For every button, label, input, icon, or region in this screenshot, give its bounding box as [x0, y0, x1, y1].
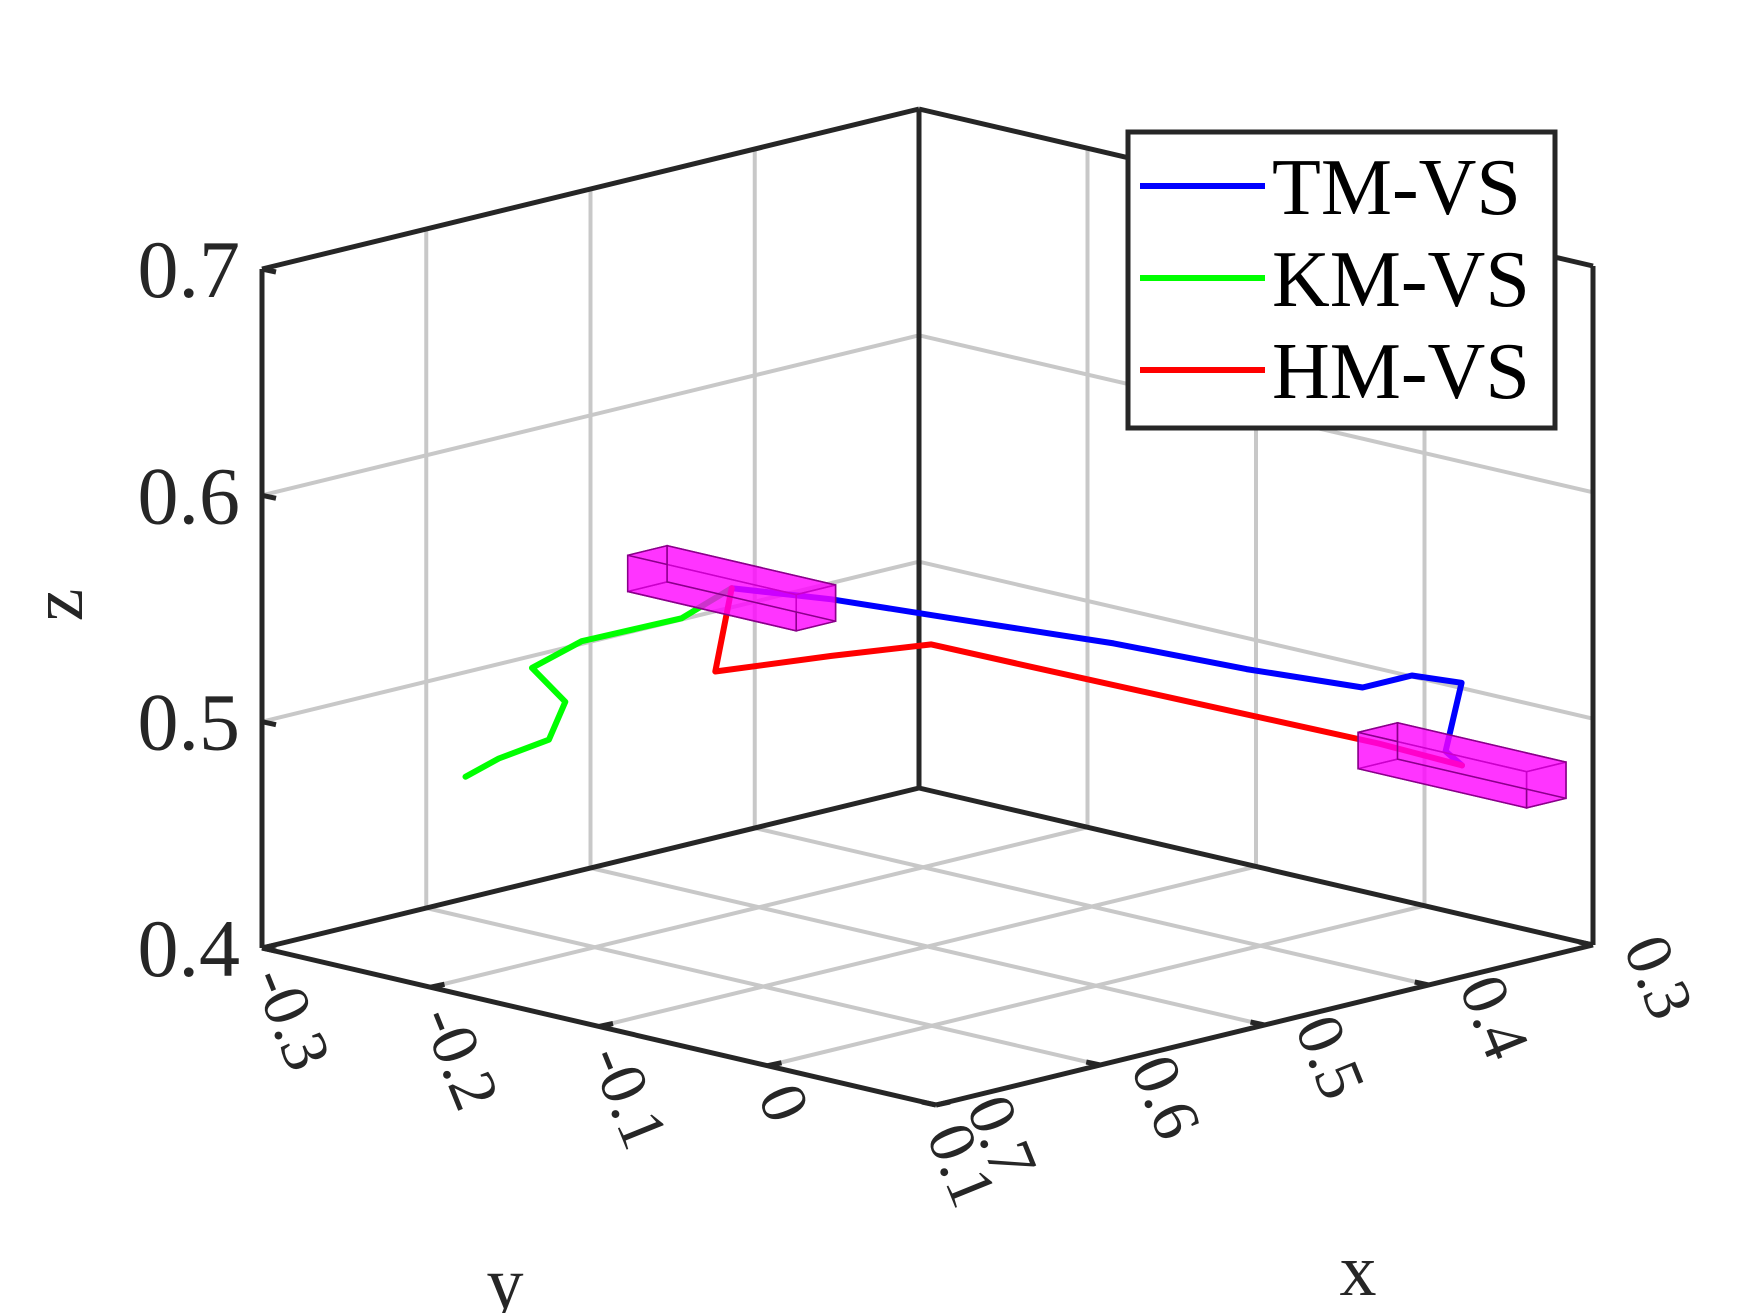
marker-face [1396, 721, 1567, 800]
grid-line [598, 864, 1257, 1029]
legend-label: TM-VS [1272, 144, 1521, 232]
grid-line [261, 333, 920, 498]
y-tick-label: -0.3 [238, 956, 345, 1080]
x-tick-mark [1249, 1019, 1266, 1028]
z-tick-label: 0.4 [138, 903, 241, 994]
y-tick-label: 0 [744, 1074, 824, 1132]
y-tick-mark [429, 981, 446, 990]
grid-line [430, 825, 1088, 990]
x-tick-mark [1578, 939, 1594, 948]
grid-line [767, 903, 1425, 1068]
z-tick-mark [261, 719, 277, 728]
y-tick-mark [598, 1021, 614, 1029]
x-axis-label: x [1340, 1230, 1377, 1312]
z-tick-mark [261, 266, 277, 275]
top-left-edge [261, 106, 920, 272]
goal-box [1357, 721, 1567, 809]
z-tick-mark [261, 492, 277, 501]
x-tick-mark [1085, 1059, 1101, 1068]
y-axis-label: y [487, 1243, 524, 1313]
series-line-hm-vs [712, 585, 1465, 769]
z-tick-label: 0.7 [138, 224, 241, 315]
x-axis-line [935, 942, 1594, 1108]
x-tick-label: 0.4 [1445, 965, 1544, 1069]
x-tick-label: 0.6 [1116, 1045, 1215, 1149]
z-axis-label: z [17, 589, 99, 622]
floor-back-left-edge [261, 785, 920, 951]
y-tick-label: -0.1 [575, 1035, 682, 1159]
marker-face [666, 544, 837, 623]
y-tick-mark [261, 942, 277, 951]
pose-markers [626, 544, 1567, 809]
x-tick-label: 0.5 [1281, 1005, 1380, 1109]
x-tick-mark [921, 1099, 937, 1108]
grid-line [918, 559, 1594, 721]
start-box [626, 544, 837, 632]
x-tick-label: 0.3 [1609, 925, 1708, 1029]
y-tick-mark [935, 1099, 951, 1108]
series-line-tm-vs [728, 585, 1465, 769]
legend-label: HM-VS [1272, 328, 1530, 416]
z-tick-label: 0.5 [138, 677, 241, 768]
floor-back-right-edge [918, 785, 1594, 948]
x-tick-mark [1414, 979, 1430, 988]
series-lines [462, 585, 1465, 780]
series-line-km-vs [462, 585, 735, 780]
y-tick-mark [766, 1060, 783, 1069]
legend-label: KM-VS [1272, 236, 1530, 324]
z-tick-label: 0.6 [138, 450, 241, 541]
y-tick-label: -0.2 [407, 996, 514, 1120]
